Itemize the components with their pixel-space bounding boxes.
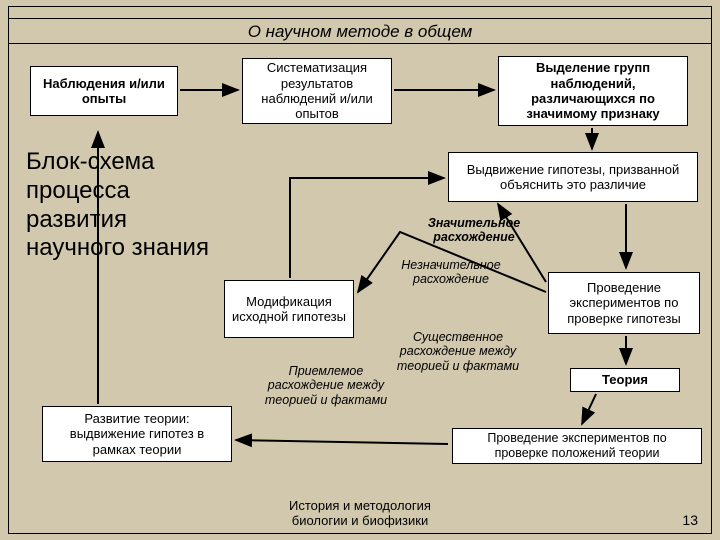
page-number: 13 [682, 512, 698, 528]
node-experiments-hyp: Проведение экспериментов по проверке гип… [548, 272, 700, 334]
node-group-select: Выделение групп наблюдений, различающихс… [498, 56, 688, 126]
label-insignificant: Незначительное расхождение [386, 258, 516, 287]
slide-title: О научном методе в общем [8, 18, 712, 44]
diagram-heading: Блок-схема процесса развития научного зн… [26, 148, 226, 263]
label-acceptable: Приемлемое расхождение между теорией и ф… [256, 364, 396, 407]
node-theory-dev: Развитие теории: выдвижение гипотез в ра… [42, 406, 232, 462]
footer-text: История и методологиябиологии и биофизик… [0, 498, 720, 528]
node-modify-hyp: Модификация исходной гипотезы [224, 280, 354, 338]
node-hypothesis: Выдвижение гипотезы, призванной объяснит… [448, 152, 698, 202]
node-observations: Наблюдения и/или опыты [30, 66, 178, 116]
label-significant: Значительное расхождение [400, 216, 548, 245]
node-experiments-theory: Проведение экспериментов по проверке пол… [452, 428, 702, 464]
label-essential: Существенное расхождение между теорией и… [388, 330, 528, 373]
node-systematization: Систематизация результатов наблюдений и/… [242, 58, 392, 124]
node-theory: Теория [570, 368, 680, 392]
